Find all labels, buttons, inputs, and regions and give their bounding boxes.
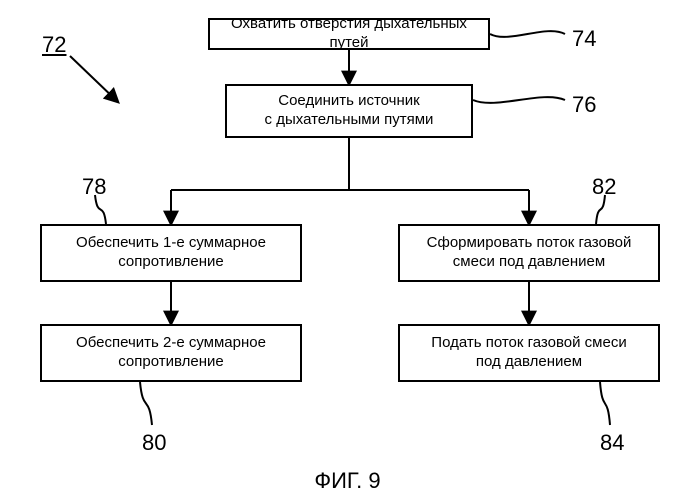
ref-label: 78 bbox=[82, 174, 106, 200]
ref-label: 74 bbox=[572, 26, 596, 52]
ref-label: 80 bbox=[142, 430, 166, 456]
flow-node-74: Охватить отверстия дыхательных путей bbox=[208, 18, 490, 50]
flow-node-78: Обеспечить 1-е суммарное сопротивление bbox=[40, 224, 302, 282]
ref-label: 76 bbox=[572, 92, 596, 118]
flow-node-84: Подать поток газовой смеси под давлением bbox=[398, 324, 660, 382]
ref-label: 72 bbox=[42, 32, 66, 58]
flow-node-82: Сформировать поток газовой смеси под дав… bbox=[398, 224, 660, 282]
flow-node-80: Обеспечить 2-е суммарное сопротивление bbox=[40, 324, 302, 382]
figure-caption: ФИГ. 9 bbox=[0, 468, 695, 494]
ref-label: 84 bbox=[600, 430, 624, 456]
ref-label: 82 bbox=[592, 174, 616, 200]
flow-node-76: Соединить источник с дыхательными путями bbox=[225, 84, 473, 138]
